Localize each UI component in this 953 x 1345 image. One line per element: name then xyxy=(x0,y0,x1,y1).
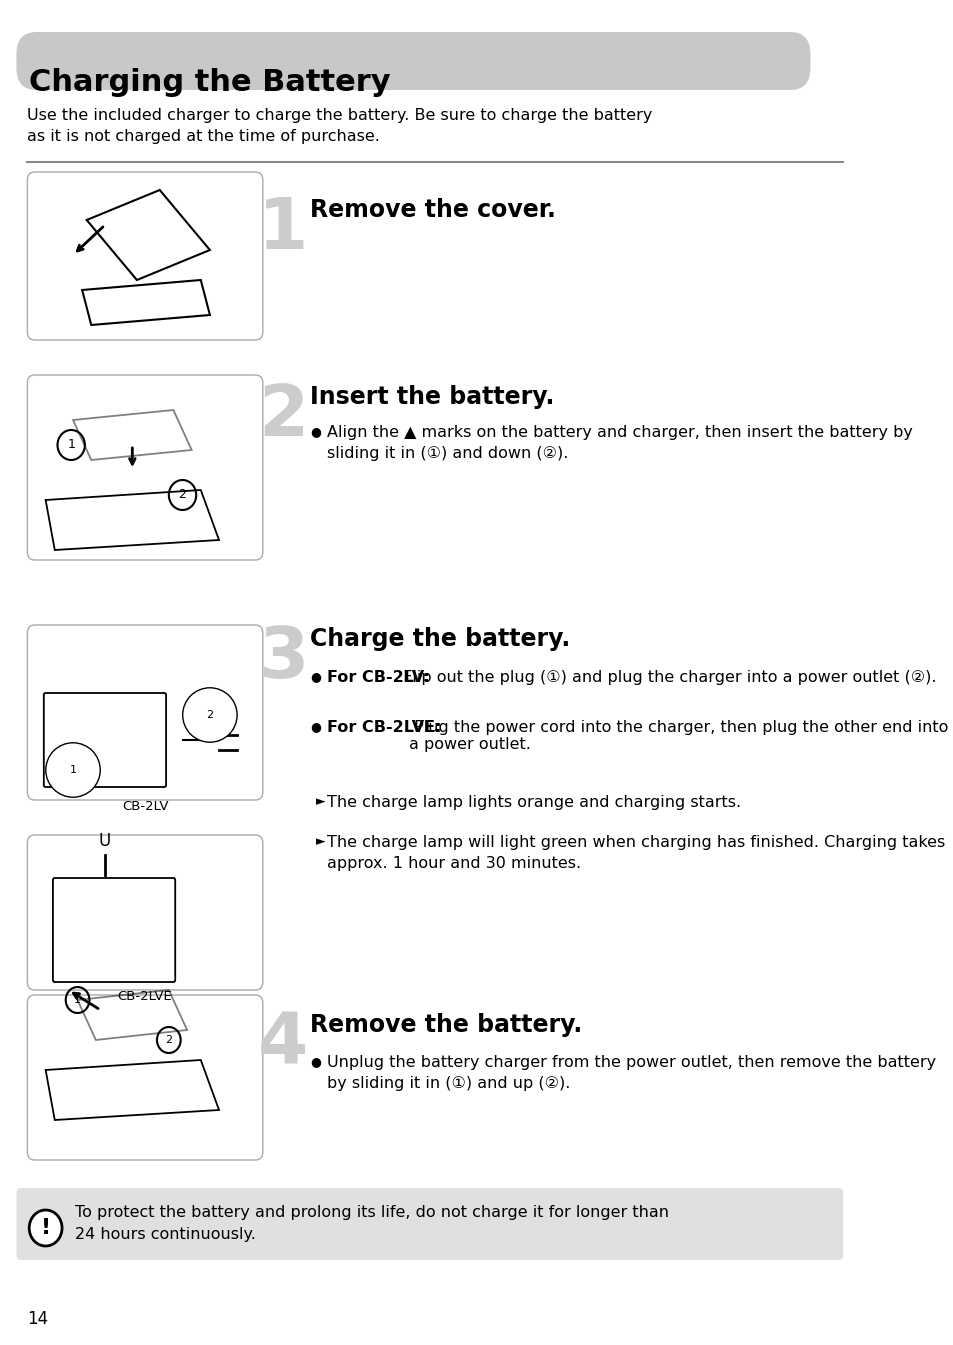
Text: Flip out the plug (①) and plug the charger into a power outlet (②).: Flip out the plug (①) and plug the charg… xyxy=(397,670,936,685)
Text: CB-2LVE: CB-2LVE xyxy=(117,990,172,1003)
FancyBboxPatch shape xyxy=(28,835,263,990)
Text: ●: ● xyxy=(310,720,321,733)
Text: ●: ● xyxy=(310,1054,321,1068)
FancyBboxPatch shape xyxy=(28,625,263,800)
Text: Charge the battery.: Charge the battery. xyxy=(310,627,570,651)
Text: Align the ▲ marks on the battery and charger, then insert the battery by sliding: Align the ▲ marks on the battery and cha… xyxy=(326,425,912,461)
Text: ●: ● xyxy=(310,425,321,438)
Text: U: U xyxy=(99,833,111,850)
Text: CB-2LV: CB-2LV xyxy=(122,800,168,812)
Text: Plug the power cord into the charger, then plug the other end into a power outle: Plug the power cord into the charger, th… xyxy=(409,720,947,752)
FancyBboxPatch shape xyxy=(16,32,809,90)
FancyBboxPatch shape xyxy=(28,375,263,560)
Text: 2: 2 xyxy=(206,710,213,720)
Circle shape xyxy=(30,1210,62,1245)
Text: 1: 1 xyxy=(67,438,75,452)
FancyBboxPatch shape xyxy=(28,172,263,340)
Text: 2: 2 xyxy=(165,1036,172,1045)
Text: Charging the Battery: Charging the Battery xyxy=(30,69,391,97)
FancyBboxPatch shape xyxy=(44,693,166,787)
Text: 1: 1 xyxy=(70,765,76,775)
Text: Insert the battery.: Insert the battery. xyxy=(310,385,554,409)
Text: ►: ► xyxy=(315,795,325,808)
Text: 2: 2 xyxy=(178,488,186,502)
Text: The charge lamp will light green when charging has finished. Charging takes appr: The charge lamp will light green when ch… xyxy=(326,835,944,872)
Text: To protect the battery and prolong its life, do not charge it for longer than
24: To protect the battery and prolong its l… xyxy=(74,1205,668,1243)
FancyBboxPatch shape xyxy=(52,878,175,982)
Text: For CB-2LVE:: For CB-2LVE: xyxy=(326,720,440,734)
Text: Use the included charger to charge the battery. Be sure to charge the battery
as: Use the included charger to charge the b… xyxy=(28,108,652,144)
Text: 3: 3 xyxy=(257,624,308,693)
Text: 2: 2 xyxy=(257,382,308,451)
Text: 1: 1 xyxy=(257,195,308,264)
Text: !: ! xyxy=(41,1219,51,1237)
Text: ►: ► xyxy=(315,835,325,847)
Text: The charge lamp lights orange and charging starts.: The charge lamp lights orange and chargi… xyxy=(326,795,740,810)
Text: 1: 1 xyxy=(74,995,81,1005)
Text: Remove the cover.: Remove the cover. xyxy=(310,198,556,222)
Text: 4: 4 xyxy=(257,1010,308,1079)
FancyBboxPatch shape xyxy=(16,1188,842,1260)
Text: For CB-2LV:: For CB-2LV: xyxy=(326,670,429,685)
Text: 14: 14 xyxy=(28,1310,49,1328)
FancyBboxPatch shape xyxy=(28,995,263,1159)
Text: Unplug the battery charger from the power outlet, then remove the battery by sli: Unplug the battery charger from the powe… xyxy=(326,1054,935,1091)
Text: Remove the battery.: Remove the battery. xyxy=(310,1013,582,1037)
Text: ●: ● xyxy=(310,670,321,683)
